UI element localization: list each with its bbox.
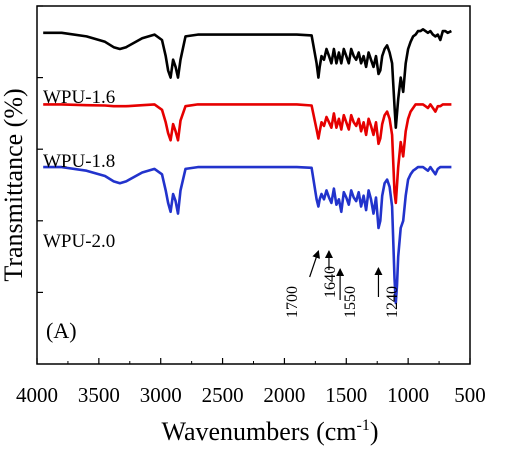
x-tick-label: 4000 — [16, 383, 58, 407]
annotation-label-1700: 1700 — [284, 286, 301, 318]
x-tick-label: 3000 — [140, 383, 182, 407]
x-axis-tick-labels: 4000 3500 3000 2500 2000 1500 1000 500 — [16, 383, 486, 407]
x-axis-ticks — [36, 358, 471, 364]
annotation-label-1240: 1240 — [384, 286, 401, 318]
x-axis-label-superscript: -1 — [357, 417, 370, 434]
y-axis-ticks — [37, 5, 43, 293]
series-label-wpu-2-0: WPU-2.0 — [43, 231, 115, 252]
x-tick-label: 2500 — [202, 383, 244, 407]
x-axis-label-main: Wavenumbers (cm — [162, 417, 357, 446]
series-label-group: WPU-1.6 WPU-1.8 WPU-2.0 — [43, 87, 115, 252]
panel-label: (A) — [46, 318, 77, 343]
series-line-wpu-1-6 — [43, 28, 452, 129]
y-axis-label: Transmittance (%) — [0, 88, 28, 281]
x-tick-label: 1500 — [325, 383, 367, 407]
series-lines — [43, 28, 452, 305]
x-axis-label: Wavenumbers (cm-1) — [162, 417, 379, 446]
x-axis-label-close: ) — [370, 417, 379, 446]
annotation-label-1550: 1550 — [342, 286, 359, 318]
x-tick-label: 500 — [454, 383, 486, 407]
series-label-wpu-1-8: WPU-1.8 — [43, 151, 115, 172]
x-tick-label: 3500 — [78, 383, 120, 407]
annotation-label-1640: 1640 — [322, 266, 339, 298]
series-label-wpu-1-6: WPU-1.6 — [43, 87, 115, 108]
series-line-wpu-2-0 — [43, 165, 452, 305]
annotation-arrow-1700 — [309, 250, 320, 278]
x-tick-label: 2000 — [263, 383, 305, 407]
x-tick-label: 1000 — [387, 383, 429, 407]
series-line-wpu-1-8 — [43, 103, 452, 205]
